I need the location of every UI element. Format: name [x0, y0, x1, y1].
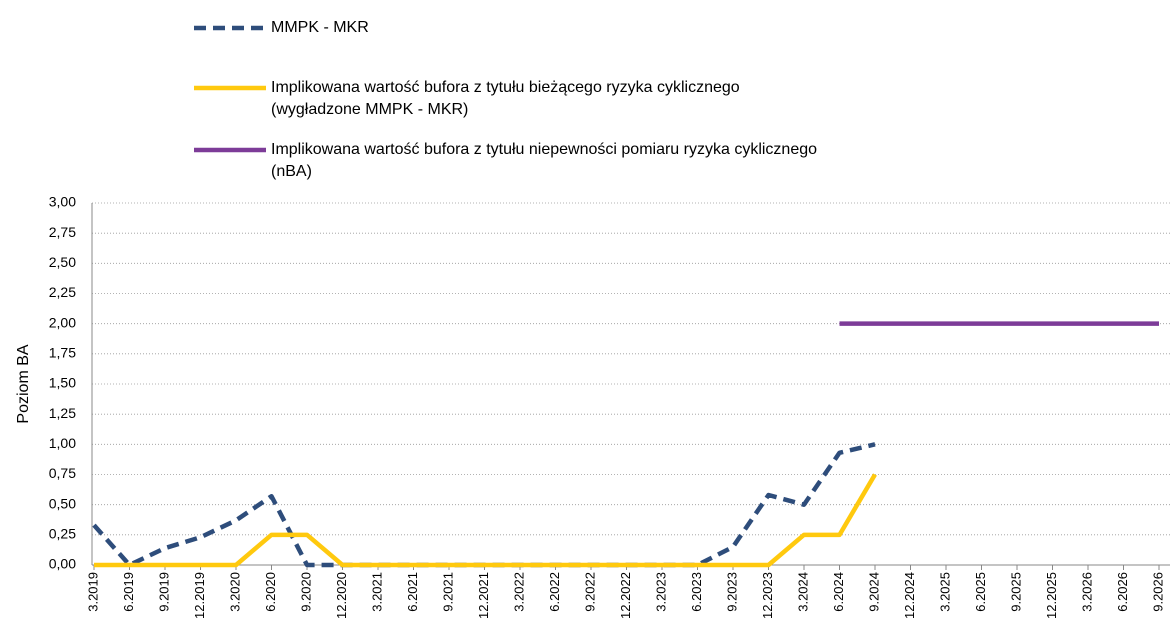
x-tick-label: 3.2022	[511, 572, 526, 612]
legend-item: Implikowana wartość bufora z tytułu niep…	[194, 141, 817, 180]
x-tick-label: 9.2024	[866, 572, 881, 612]
series-line	[92, 442, 876, 568]
x-tick-label: 6.2021	[405, 572, 420, 612]
y-tick-label: 2,25	[49, 284, 76, 300]
legend-line: (wygładzone MMPK - MKR)	[271, 101, 468, 118]
y-tick-label: 1,50	[49, 375, 76, 391]
y-axis-label: Poziom BA	[15, 344, 32, 423]
series-line	[94, 473, 877, 568]
x-tick-label: 3.2021	[369, 572, 384, 612]
legend-line: (nBA)	[271, 163, 312, 180]
y-tick-label: 0,75	[49, 465, 76, 481]
x-tick-label: 6.2023	[689, 572, 704, 612]
x-tick-label: 9.2021	[440, 572, 455, 612]
x-tick-label: 12.2020	[334, 572, 349, 619]
x-tick-label: 12.2021	[476, 572, 491, 619]
x-tick-label: 12.2024	[902, 572, 917, 619]
x-tick-label: 3.2026	[1079, 572, 1094, 612]
x-tick-label: 3.2023	[653, 572, 668, 612]
legend-item: MMPK - MKR	[194, 19, 369, 36]
y-tick-label: 1,25	[49, 405, 76, 421]
y-tick-label: 1,75	[49, 345, 76, 361]
x-tick-label: 3.2025	[937, 572, 952, 612]
x-tick-label: 12.2019	[192, 572, 207, 619]
legend-label: MMPK - MKR	[271, 19, 369, 36]
y-tick-label: 2,50	[49, 254, 76, 270]
y-tick-label: 3,00	[49, 194, 76, 210]
x-tick-label: 9.2022	[582, 572, 597, 612]
y-tick-label: 0,00	[49, 556, 76, 572]
legend-label: Implikowana wartość bufora z tytułu bież…	[271, 79, 740, 118]
y-tick-label: 2,00	[49, 314, 76, 330]
x-tick-label: 3.2019	[85, 572, 100, 612]
x-tick-label: 3.2024	[795, 572, 810, 612]
legend-line: Implikowana wartość bufora z tytułu bież…	[271, 79, 740, 96]
legend-line: Implikowana wartość bufora z tytułu niep…	[271, 141, 817, 158]
x-tick-label: 9.2026	[1150, 572, 1165, 612]
legend-label: Implikowana wartość bufora z tytułu niep…	[271, 141, 817, 180]
x-tick-label: 6.2022	[547, 572, 562, 612]
x-tick-label: 6.2020	[263, 572, 278, 612]
x-tick-label: 9.2020	[298, 572, 313, 612]
x-tick-label: 6.2026	[1115, 572, 1130, 612]
y-tick-label: 1,00	[49, 435, 76, 451]
y-tick-label: 0,50	[49, 495, 76, 511]
x-tick-label: 9.2023	[724, 572, 739, 612]
x-tick-label: 6.2024	[831, 572, 846, 612]
x-tick-label: 12.2025	[1044, 572, 1059, 619]
x-tick-label: 9.2025	[1008, 572, 1023, 612]
x-tick-label: 9.2019	[156, 572, 171, 612]
x-tick-label: 6.2025	[973, 572, 988, 612]
x-tick-label: 12.2023	[760, 572, 775, 619]
x-tick-label: 12.2022	[618, 572, 633, 619]
y-tick-label: 0,25	[49, 526, 76, 542]
legend-item: Implikowana wartość bufora z tytułu bież…	[194, 79, 740, 118]
x-tick-label: 6.2019	[121, 572, 136, 612]
y-tick-label: 2,75	[49, 224, 76, 240]
x-tick-label: 3.2020	[227, 572, 242, 612]
